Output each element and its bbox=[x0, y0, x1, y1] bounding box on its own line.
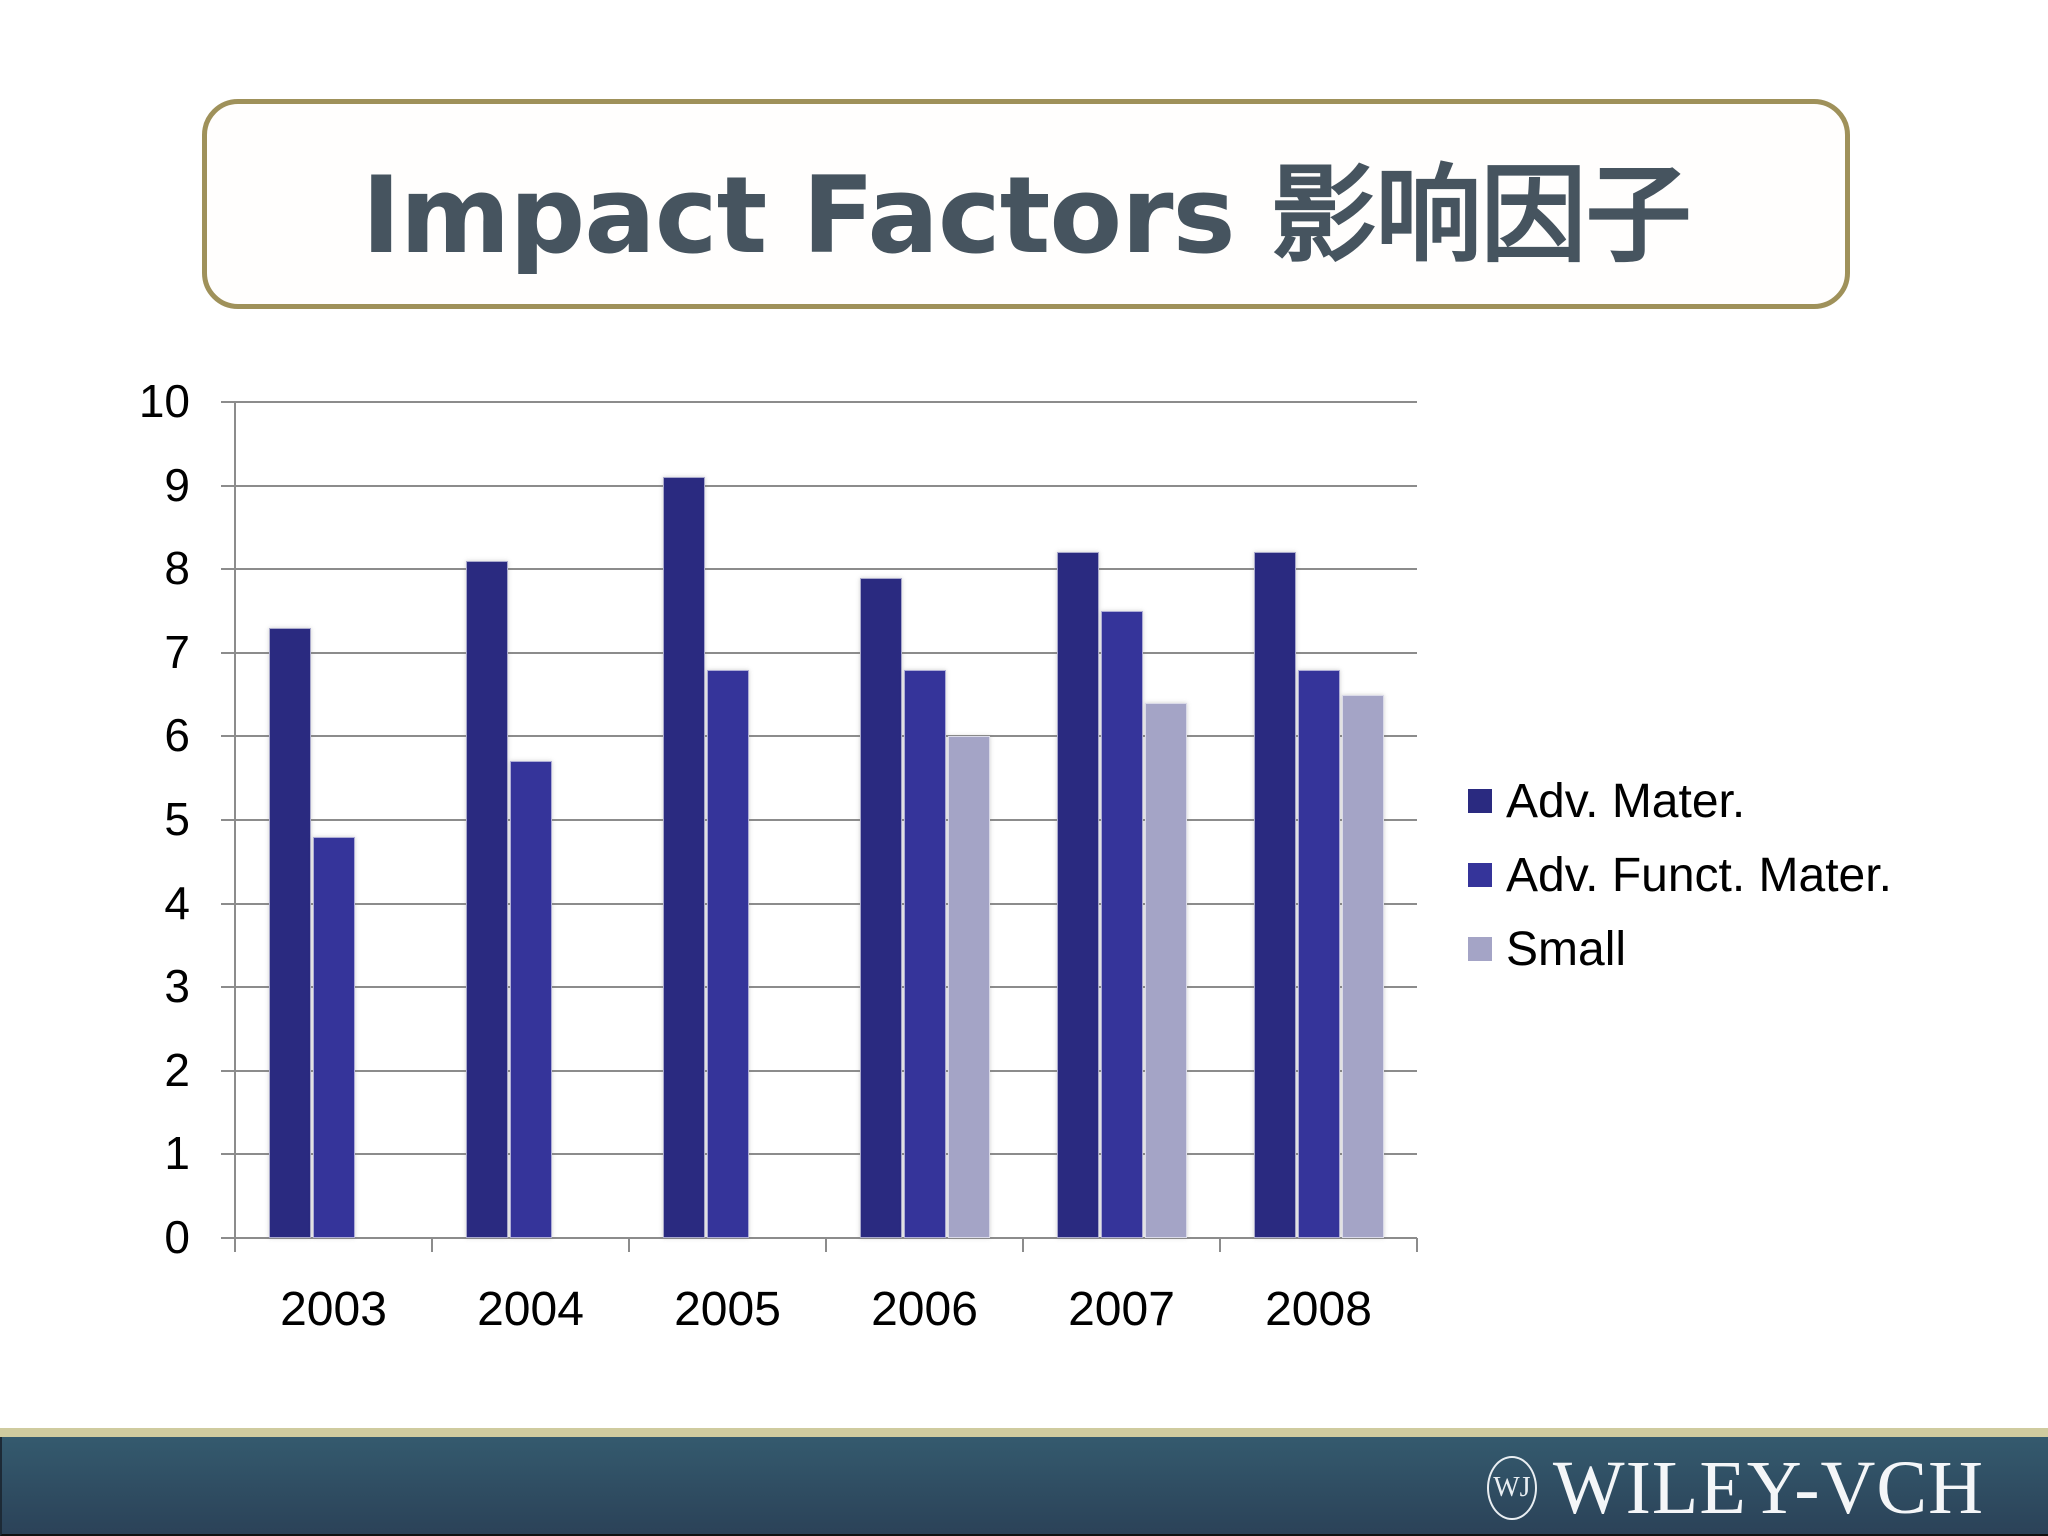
y-tick-label: 4 bbox=[164, 876, 190, 929]
bar-small-2007 bbox=[1145, 702, 1187, 1238]
bar-adv-mater-2005 bbox=[663, 477, 705, 1238]
y-tick-label: 7 bbox=[164, 625, 190, 678]
gridline bbox=[221, 735, 1417, 738]
bar-adv-mater-2006 bbox=[860, 577, 902, 1238]
legend-item: Adv. Mater. bbox=[1468, 764, 1892, 838]
bar-adv-funct-mater-2003 bbox=[313, 836, 355, 1238]
x-tick bbox=[628, 1238, 630, 1252]
x-tick-label: 2003 bbox=[280, 1283, 387, 1336]
gridline bbox=[221, 819, 1417, 821]
x-tick bbox=[234, 1238, 236, 1252]
gridline bbox=[221, 902, 1417, 905]
bar-small-2008 bbox=[1342, 694, 1384, 1238]
bar-adv-funct-mater-2008 bbox=[1298, 669, 1340, 1238]
x-tick-label: 2005 bbox=[674, 1283, 781, 1336]
title-banner: Impact Factors 影响因子 bbox=[202, 99, 1850, 309]
gridline bbox=[221, 568, 1417, 571]
x-tick-label: 2007 bbox=[1068, 1283, 1175, 1336]
x-tick bbox=[1416, 1238, 1418, 1252]
y-tick-label: 5 bbox=[164, 793, 190, 845]
y-tick-label: 0 bbox=[164, 1211, 190, 1263]
footer-accent-stripe bbox=[0, 1428, 2048, 1437]
gridline bbox=[221, 1069, 1417, 1072]
x-tick bbox=[431, 1238, 433, 1252]
gridline bbox=[221, 1237, 1417, 1239]
y-tick-label: 6 bbox=[164, 709, 190, 762]
bar-small-2006 bbox=[948, 736, 990, 1238]
bar-adv-funct-mater-2005 bbox=[707, 669, 749, 1238]
slide-title: Impact Factors 影响因子 bbox=[361, 154, 1691, 277]
x-tick bbox=[825, 1238, 827, 1252]
bar-adv-funct-mater-2006 bbox=[904, 669, 946, 1238]
legend-item: Adv. Funct. Mater. bbox=[1468, 838, 1892, 912]
wiley-vch-logo: WJ WILEY-VCH bbox=[1486, 1446, 1984, 1530]
y-tick-label: 9 bbox=[164, 458, 190, 511]
gridline bbox=[221, 401, 1417, 403]
x-tick bbox=[1219, 1238, 1221, 1252]
x-tick-label: 2008 bbox=[1265, 1283, 1372, 1336]
y-tick-label: 3 bbox=[164, 960, 190, 1013]
legend-swatch-icon bbox=[1468, 937, 1492, 961]
y-tick-label: 1 bbox=[164, 1127, 190, 1180]
y-axis bbox=[234, 402, 236, 1252]
x-tick-label: 2004 bbox=[477, 1283, 584, 1336]
legend-swatch-icon bbox=[1468, 863, 1492, 887]
bar-adv-mater-2003 bbox=[269, 627, 311, 1238]
y-tick-label: 2 bbox=[164, 1043, 190, 1096]
legend-label: Small bbox=[1506, 922, 1627, 976]
x-tick bbox=[1022, 1238, 1024, 1252]
bar-adv-mater-2004 bbox=[466, 560, 508, 1238]
legend-item: Small bbox=[1468, 912, 1892, 986]
y-tick-label: 8 bbox=[164, 542, 190, 595]
legend-label: Adv. Mater. bbox=[1506, 774, 1746, 828]
gridline bbox=[221, 1153, 1417, 1156]
chart-legend: Adv. Mater. Adv. Funct. Mater. Small bbox=[1468, 764, 1892, 986]
impact-factor-bar-chart: 0 1 2 3 4 5 6 7 8 9 10 2003 2004 2005 2006 2007 2008 bbox=[138, 375, 1418, 1336]
footer-bar bbox=[0, 1437, 2048, 1536]
gridline bbox=[221, 651, 1417, 654]
legend-swatch-icon bbox=[1468, 789, 1492, 813]
y-tick-label: 10 bbox=[138, 375, 190, 427]
bar-adv-funct-mater-2007 bbox=[1101, 611, 1143, 1238]
bar-adv-mater-2007 bbox=[1057, 552, 1099, 1238]
legend-label: Adv. Funct. Mater. bbox=[1506, 848, 1892, 902]
gridline bbox=[221, 986, 1417, 989]
wiley-emblem-icon: WJ bbox=[1486, 1456, 1537, 1520]
x-tick-label: 2006 bbox=[871, 1283, 978, 1336]
logo-text: WILEY-VCH bbox=[1552, 1446, 1984, 1530]
gridline bbox=[221, 484, 1417, 487]
bar-adv-funct-mater-2004 bbox=[510, 761, 552, 1238]
bar-adv-mater-2008 bbox=[1254, 552, 1296, 1238]
